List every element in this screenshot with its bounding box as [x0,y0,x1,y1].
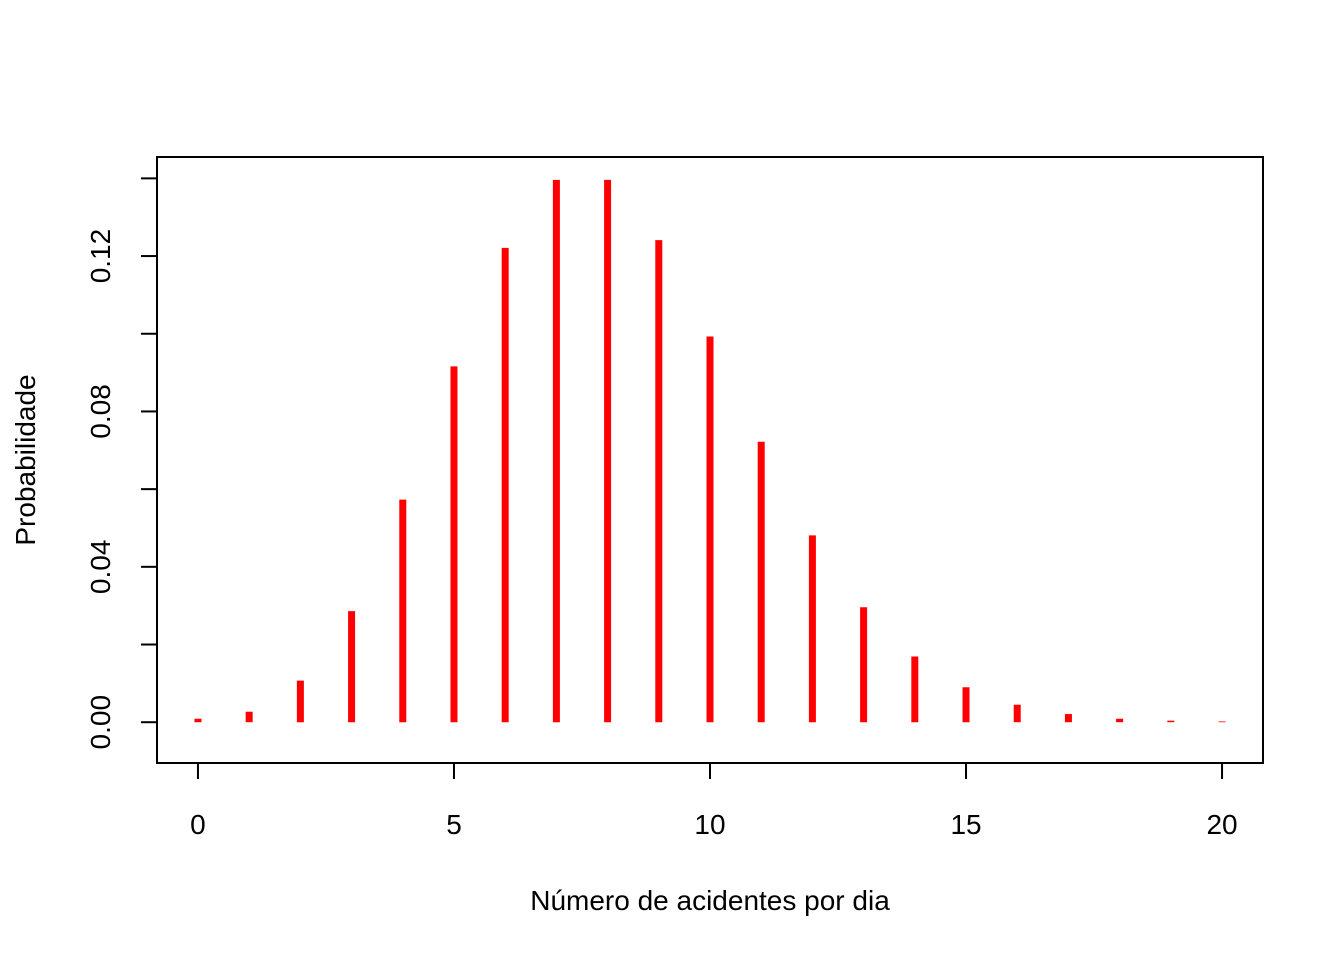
y-axis-label: Probabilidade [10,374,41,545]
x-tick-label-10: 10 [694,809,725,840]
x-axis-label: Número de acidentes por dia [530,885,890,916]
y-tick-label-6: 0.12 [85,229,116,284]
y-tick-label-0: 0.00 [85,695,116,750]
y-tick-label-4: 0.08 [85,384,116,439]
x-tick-label-0: 0 [190,809,206,840]
bars-group [194,179,1226,723]
y-axis: 0.00 0.04 0.08 0.12 [85,177,158,750]
x-tick-label-20: 20 [1206,809,1237,840]
x-axis: 0 5 10 15 20 [190,762,1238,840]
x-tick-label-5: 5 [446,809,462,840]
x-tick-label-15: 15 [950,809,981,840]
y-tick-label-2: 0.04 [85,540,116,595]
